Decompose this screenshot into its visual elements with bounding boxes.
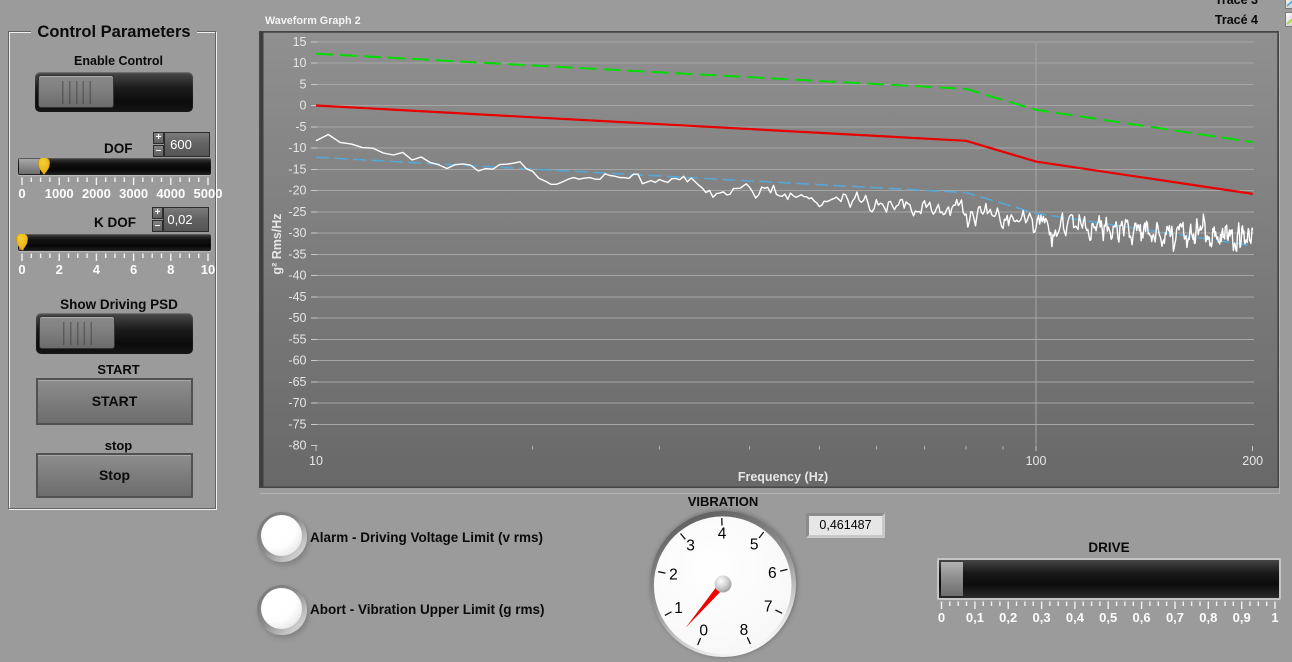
svg-text:0: 0: [699, 623, 708, 640]
svg-text:2: 2: [56, 262, 63, 277]
svg-text:-60: -60: [288, 354, 306, 368]
svg-text:5: 5: [750, 536, 759, 553]
svg-text:4000: 4000: [156, 186, 185, 201]
svg-text:0,1: 0,1: [966, 610, 984, 625]
svg-text:4: 4: [93, 262, 101, 277]
svg-text:0,3: 0,3: [1033, 610, 1051, 625]
svg-text:0,5: 0,5: [1099, 610, 1117, 625]
svg-text:-55: -55: [288, 332, 306, 346]
svg-text:0,4: 0,4: [1066, 610, 1085, 625]
svg-text:3: 3: [686, 537, 695, 554]
svg-text:Frequency (Hz): Frequency (Hz): [738, 470, 828, 484]
svg-text:-45: -45: [288, 290, 306, 304]
svg-text:8: 8: [740, 622, 749, 639]
svg-text:0: 0: [18, 262, 25, 277]
svg-text:0,6: 0,6: [1133, 610, 1151, 625]
svg-text:-70: -70: [288, 396, 306, 410]
svg-text:-15: -15: [288, 162, 306, 176]
svg-text:-65: -65: [288, 375, 306, 389]
svg-text:10: 10: [201, 262, 215, 277]
svg-text:0,7: 0,7: [1166, 610, 1184, 625]
svg-text:5000: 5000: [194, 186, 223, 201]
svg-text:2: 2: [669, 567, 678, 584]
svg-text:-10: -10: [288, 141, 306, 155]
svg-text:10: 10: [293, 56, 307, 70]
svg-text:10: 10: [309, 454, 323, 468]
svg-text:-20: -20: [288, 184, 306, 198]
svg-text:100: 100: [1026, 454, 1047, 468]
svg-text:-35: -35: [288, 247, 306, 261]
svg-text:1000: 1000: [45, 186, 74, 201]
svg-text:0,2: 0,2: [999, 610, 1017, 625]
svg-text:3000: 3000: [119, 186, 148, 201]
svg-text:-30: -30: [288, 226, 306, 240]
svg-text:-80: -80: [288, 439, 306, 453]
svg-text:1: 1: [1271, 610, 1278, 625]
svg-text:2000: 2000: [82, 186, 111, 201]
svg-text:0,9: 0,9: [1233, 610, 1251, 625]
svg-text:15: 15: [293, 35, 307, 49]
svg-text:4: 4: [718, 526, 727, 543]
svg-text:5: 5: [300, 77, 307, 91]
svg-text:7: 7: [764, 598, 773, 615]
svg-text:0,8: 0,8: [1199, 610, 1217, 625]
svg-text:-75: -75: [288, 417, 306, 431]
svg-text:6: 6: [130, 262, 137, 277]
svg-text:1: 1: [674, 600, 683, 617]
svg-text:-50: -50: [288, 311, 306, 325]
svg-text:0: 0: [18, 186, 25, 201]
svg-text:0: 0: [938, 610, 945, 625]
svg-text:g² Rms/Hz: g² Rms/Hz: [270, 213, 284, 274]
svg-text:6: 6: [768, 565, 777, 582]
svg-text:-40: -40: [288, 269, 306, 283]
svg-text:8: 8: [167, 262, 174, 277]
svg-text:-5: -5: [295, 120, 306, 134]
svg-text:0: 0: [300, 99, 307, 113]
svg-text:-25: -25: [288, 205, 306, 219]
svg-text:200: 200: [1242, 454, 1263, 468]
